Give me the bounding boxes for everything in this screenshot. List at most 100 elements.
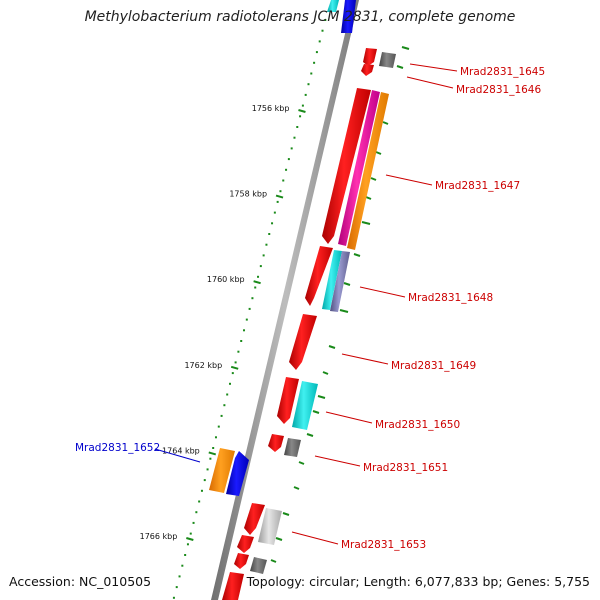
gene-feature[interactable] [363, 48, 377, 66]
scale-dot [248, 307, 251, 310]
gene-label-1653[interactable]: Mrad2831_1653 [291, 531, 426, 551]
scale-tick: 1766 kbp [140, 532, 194, 541]
gene-label-1647[interactable]: Mrad2831_1647 [385, 174, 520, 192]
gene-feature-partial[interactable] [341, 0, 356, 33]
scale-dot [237, 350, 240, 353]
scale-dot [220, 414, 223, 417]
scale-dot [231, 372, 234, 375]
scale-dot [200, 489, 203, 492]
genome-summary-text: Topology: circular; Length: 6,077,833 bp… [246, 574, 590, 589]
scale-dot [195, 511, 198, 514]
scale-dot [287, 158, 290, 161]
scale-dot [175, 586, 178, 589]
gene-label-1649[interactable]: Mrad2831_1649 [341, 353, 476, 372]
scale-dot [318, 40, 321, 43]
scale-dot [299, 115, 302, 118]
scale-dot [268, 233, 271, 235]
scale-dot [198, 500, 201, 503]
gene-feature[interactable] [305, 246, 333, 306]
genome-backbone [211, 0, 359, 600]
scale-dot [271, 222, 274, 225]
scale-dot [259, 265, 262, 268]
gene-feature[interactable] [361, 64, 374, 76]
scale-dot [257, 275, 260, 278]
scale-dot [285, 168, 288, 171]
scale-tick: 1764 kbp [162, 446, 217, 455]
gene-label-1648[interactable]: Mrad2831_1648 [359, 286, 493, 304]
scale-dot [324, 19, 327, 21]
scale-dot [186, 543, 189, 546]
scale-dot [262, 254, 265, 257]
scale-dot [192, 521, 195, 524]
gene-feature[interactable] [322, 88, 371, 244]
gene-label-1646[interactable]: Mrad2831_1646 [406, 76, 541, 96]
gene-label-text: Mrad2831_1651 [363, 462, 448, 474]
gene-feature[interactable] [330, 251, 350, 312]
gene-feature[interactable] [292, 381, 318, 430]
accession-text: Accession: NC_010505 [9, 574, 152, 589]
gene-feature[interactable] [222, 572, 244, 600]
gene-label-1651[interactable]: Mrad2831_1651 [314, 455, 448, 474]
gene-label-text: Mrad2831_1646 [456, 84, 541, 96]
gene-label-1650[interactable]: Mrad2831_1650 [325, 411, 460, 431]
scale-tick-label: 1760 kbp [207, 275, 245, 284]
scale-dot [228, 382, 231, 385]
scale-dot [321, 29, 324, 32]
scale-dot [178, 575, 181, 578]
gene-label-1645[interactable]: Mrad2831_1645 [409, 63, 545, 78]
gene-feature[interactable] [234, 553, 249, 569]
scale-dot [226, 393, 229, 396]
gene-feature[interactable] [226, 451, 249, 496]
scale-dot [265, 243, 268, 246]
scale-dot [296, 126, 299, 128]
scale-dot [209, 457, 212, 460]
gene-labels: Mrad2831_1645 Mrad2831_1646 Mrad2831_164… [75, 63, 545, 551]
gene-feature[interactable] [347, 92, 389, 250]
gene-feature[interactable] [284, 438, 301, 457]
gene-feature[interactable] [338, 90, 380, 246]
gene-feature[interactable] [277, 377, 299, 424]
gene-label-text: Mrad2831_1645 [460, 66, 545, 78]
scale-dot [315, 51, 318, 54]
scale-dot [293, 136, 296, 139]
scale-tick: 1756 kbp [252, 104, 306, 113]
scale-dot [273, 211, 276, 214]
scale-dot [313, 61, 316, 64]
gene-feature[interactable] [268, 434, 284, 452]
gene-feature[interactable] [250, 557, 267, 574]
gene-feature[interactable] [244, 503, 265, 535]
gene-feature[interactable] [237, 535, 254, 553]
gene-feature[interactable] [209, 448, 235, 493]
scale-dot [307, 83, 310, 86]
scale-dot [212, 447, 215, 449]
gene-label-text: Mrad2831_1650 [375, 419, 460, 431]
gene-features [209, 0, 396, 600]
scale-tick: 1762 kbp [184, 361, 239, 370]
scale-dot [181, 564, 184, 567]
gene-label-1652[interactable]: Mrad2831_1652 [75, 442, 201, 463]
gene-feature[interactable] [379, 52, 396, 68]
gene-feature[interactable] [322, 250, 342, 310]
scale-dot [282, 179, 285, 182]
scale-dot [254, 286, 257, 289]
scale-dot [304, 93, 307, 96]
map-title: Methylobacterium radiotolerans JCM 2831,… [84, 9, 516, 25]
scale-tick-label: 1766 kbp [140, 532, 178, 541]
scale-track [172, 19, 327, 599]
gene-feature[interactable] [289, 314, 317, 370]
gene-feature-partial[interactable] [327, 0, 339, 12]
scale-dot [243, 329, 246, 332]
gene-feature[interactable] [258, 508, 282, 545]
scale-tick-label: 1756 kbp [252, 104, 290, 113]
scale-dot [240, 340, 243, 342]
scale-tick-label: 1758 kbp [229, 190, 267, 199]
scale-dot [223, 404, 226, 407]
scale-dot [276, 200, 279, 203]
scale-dot [245, 318, 248, 321]
scale-tick-label: 1762 kbp [184, 361, 222, 370]
scale-dot [203, 479, 206, 482]
gene-label-text: Mrad2831_1652 [75, 442, 160, 454]
gene-label-text: Mrad2831_1649 [391, 360, 476, 372]
gene-label-text: Mrad2831_1647 [435, 180, 520, 192]
